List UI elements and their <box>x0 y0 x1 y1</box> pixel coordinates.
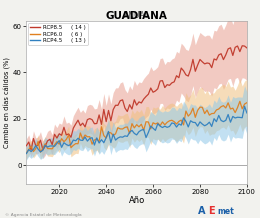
Text: © Agencia Estatal de Meteorología: © Agencia Estatal de Meteorología <box>5 213 82 217</box>
Text: met: met <box>217 207 234 216</box>
Y-axis label: Cambio en días cálidos (%): Cambio en días cálidos (%) <box>4 57 11 148</box>
Title: GUADIANA: GUADIANA <box>106 11 168 21</box>
Text: A: A <box>198 206 205 216</box>
X-axis label: Año: Año <box>128 196 145 205</box>
Text: ANUAL: ANUAL <box>124 11 150 20</box>
Text: E: E <box>208 206 214 216</box>
Legend: RCP8.5     ( 14 ), RCP6.0     ( 6 ), RCP4.5     ( 13 ): RCP8.5 ( 14 ), RCP6.0 ( 6 ), RCP4.5 ( 13… <box>28 23 88 45</box>
